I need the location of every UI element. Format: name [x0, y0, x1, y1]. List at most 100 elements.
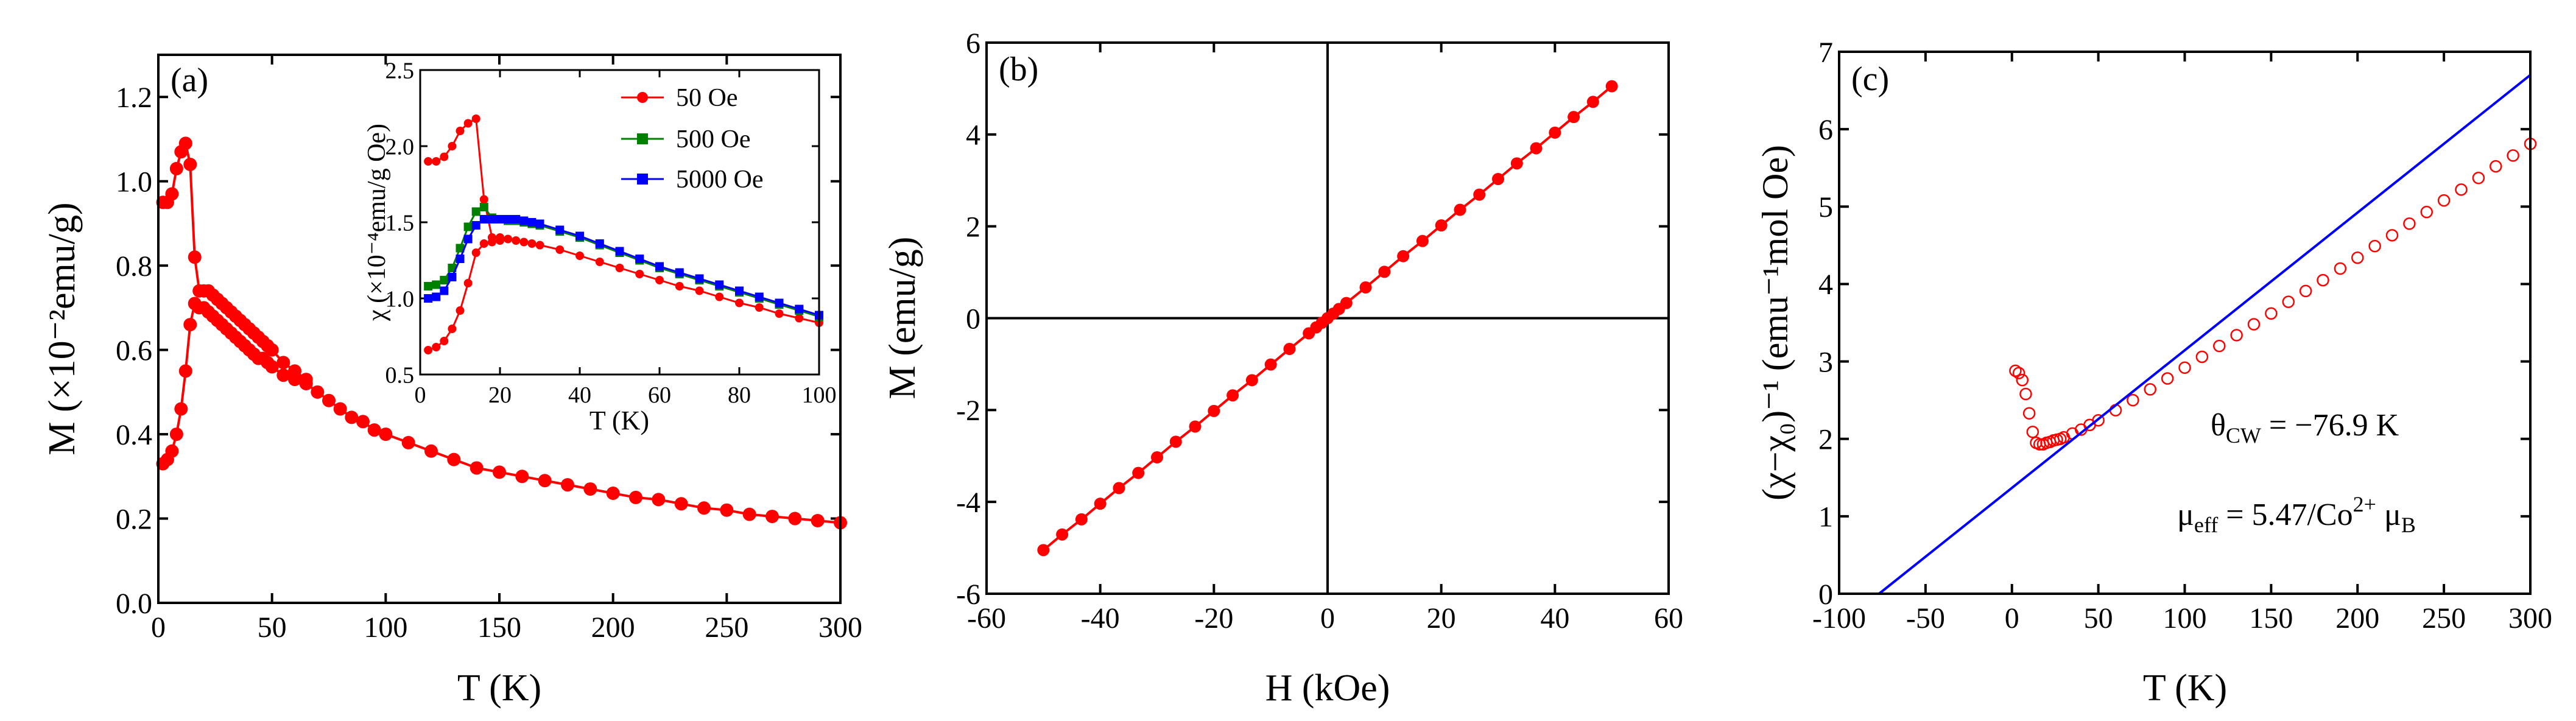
- inset-ticks: 0 20 40 60 80 100 0.5 1.0 1.5 2.0 2.5: [385, 58, 837, 408]
- panel-b-ylabel: M (emu/g): [882, 237, 923, 399]
- x-tick-label: 60: [1654, 602, 1683, 635]
- data-point: [675, 282, 684, 290]
- panel-b-frame: [985, 41, 1670, 595]
- y-tick-label: 2: [1818, 424, 1833, 456]
- data-point: [512, 236, 521, 245]
- data-point: [448, 325, 457, 333]
- data-point: [504, 234, 513, 244]
- panel-c-xlabel: T (K): [2143, 667, 2227, 709]
- data-point: [2026, 426, 2039, 438]
- data-point: [583, 482, 597, 496]
- data-point: [424, 157, 433, 166]
- data-point: [811, 514, 825, 527]
- data-point: [655, 262, 664, 271]
- mu-unit: μ: [2376, 498, 2401, 532]
- data-point: [401, 435, 415, 449]
- data-point: [178, 136, 192, 150]
- data-point: [183, 318, 197, 332]
- data-point: [795, 304, 804, 314]
- data-point: [2403, 217, 2416, 230]
- data-point: [1397, 250, 1410, 262]
- data-point: [2507, 149, 2519, 162]
- data-point: [695, 274, 704, 283]
- data-point: [2178, 361, 2191, 374]
- legend-label-5000oe: 5000 Oe: [676, 166, 763, 194]
- data-point: [471, 207, 480, 216]
- data-point: [1283, 343, 1296, 356]
- data-point: [1151, 451, 1163, 464]
- data-point: [2213, 339, 2226, 353]
- data-point: [1226, 389, 1239, 402]
- y-tick-label: 2.0: [385, 134, 415, 160]
- data-point: [1568, 111, 1580, 124]
- data-point: [1132, 466, 1145, 479]
- x-tick-label: 20: [1427, 602, 1456, 635]
- data-point: [519, 216, 529, 225]
- data-point: [2282, 295, 2295, 308]
- data-point: [595, 239, 604, 248]
- x-tick-label: 150: [2249, 602, 2293, 635]
- data-point: [765, 510, 779, 524]
- y-tick-label: 0.6: [116, 334, 152, 367]
- data-point: [2265, 307, 2278, 320]
- data-point: [775, 298, 784, 308]
- series-line: [1878, 74, 2532, 595]
- data-point: [440, 276, 449, 284]
- data-point: [496, 215, 504, 223]
- data-point: [448, 273, 457, 281]
- panel-c-ylabel: (χ−χ₀)⁻¹ (emu⁻¹mol Oe): [1755, 145, 1795, 501]
- data-point: [795, 314, 804, 323]
- y-tick-label: 1.0: [385, 286, 415, 312]
- panel-a-xlabel: T (K): [457, 667, 541, 709]
- y-tick-label: 6: [1818, 114, 1833, 146]
- x-tick-label: 300: [818, 611, 862, 644]
- data-point: [715, 280, 724, 289]
- panel-c-ticks: -100 -50 0 50 100 150 200 250 300 0 1 2 3 4 5 6 7: [1812, 37, 2552, 635]
- data-point: [333, 402, 347, 416]
- y-tick-label: 0.2: [116, 503, 152, 535]
- data-point: [735, 286, 744, 295]
- y-tick-label: 0.4: [116, 419, 152, 451]
- y-tick-label: 3: [1818, 346, 1833, 378]
- x-tick-label: 250: [705, 611, 748, 644]
- legend-marker-50oe: [637, 92, 648, 103]
- x-tick-label: 200: [591, 611, 635, 644]
- y-tick-label: 0.5: [385, 362, 415, 388]
- legend-label-500oe: 500 Oe: [676, 125, 750, 153]
- x-tick-label: 100: [802, 382, 837, 408]
- x-tick-label: 0: [415, 382, 426, 408]
- panel-a-inset: 0 20 40 60 80 100 0.5 1.0 1.5 2.0 2.5 T (K) χ (×10…: [363, 58, 837, 435]
- data-point: [1605, 80, 1618, 93]
- data-point: [742, 507, 756, 521]
- x-tick-label: 100: [364, 611, 407, 644]
- data-point: [379, 427, 393, 441]
- data-point: [265, 343, 279, 357]
- x-tick-label: 0: [1320, 602, 1335, 635]
- annotation-mu-eff: μeff = 5.47/Co2+ μB: [2177, 492, 2416, 537]
- y-tick-label: 7: [1818, 37, 1833, 69]
- data-point: [447, 452, 461, 466]
- data-point: [2012, 367, 2025, 379]
- data-point: [174, 402, 188, 416]
- data-point: [345, 410, 359, 424]
- data-point: [2437, 194, 2451, 207]
- x-tick-label: 100: [2163, 602, 2207, 635]
- data-point: [2490, 160, 2502, 173]
- y-tick-label: -2: [956, 395, 980, 427]
- data-point: [456, 306, 465, 315]
- inset-frame: [419, 69, 820, 376]
- data-point: [424, 294, 433, 303]
- panel-c-label: (c): [1851, 60, 1889, 98]
- x-tick-label: 300: [2508, 602, 2552, 635]
- data-point: [655, 276, 664, 284]
- data-point: [493, 465, 506, 479]
- data-point: [1208, 404, 1220, 417]
- y-tick-label: 4: [966, 119, 980, 152]
- data-point: [512, 215, 521, 223]
- x-tick-label: -60: [967, 602, 1006, 635]
- data-point: [288, 373, 301, 387]
- data-point: [575, 251, 584, 260]
- data-point: [432, 292, 441, 301]
- data-point: [440, 286, 449, 295]
